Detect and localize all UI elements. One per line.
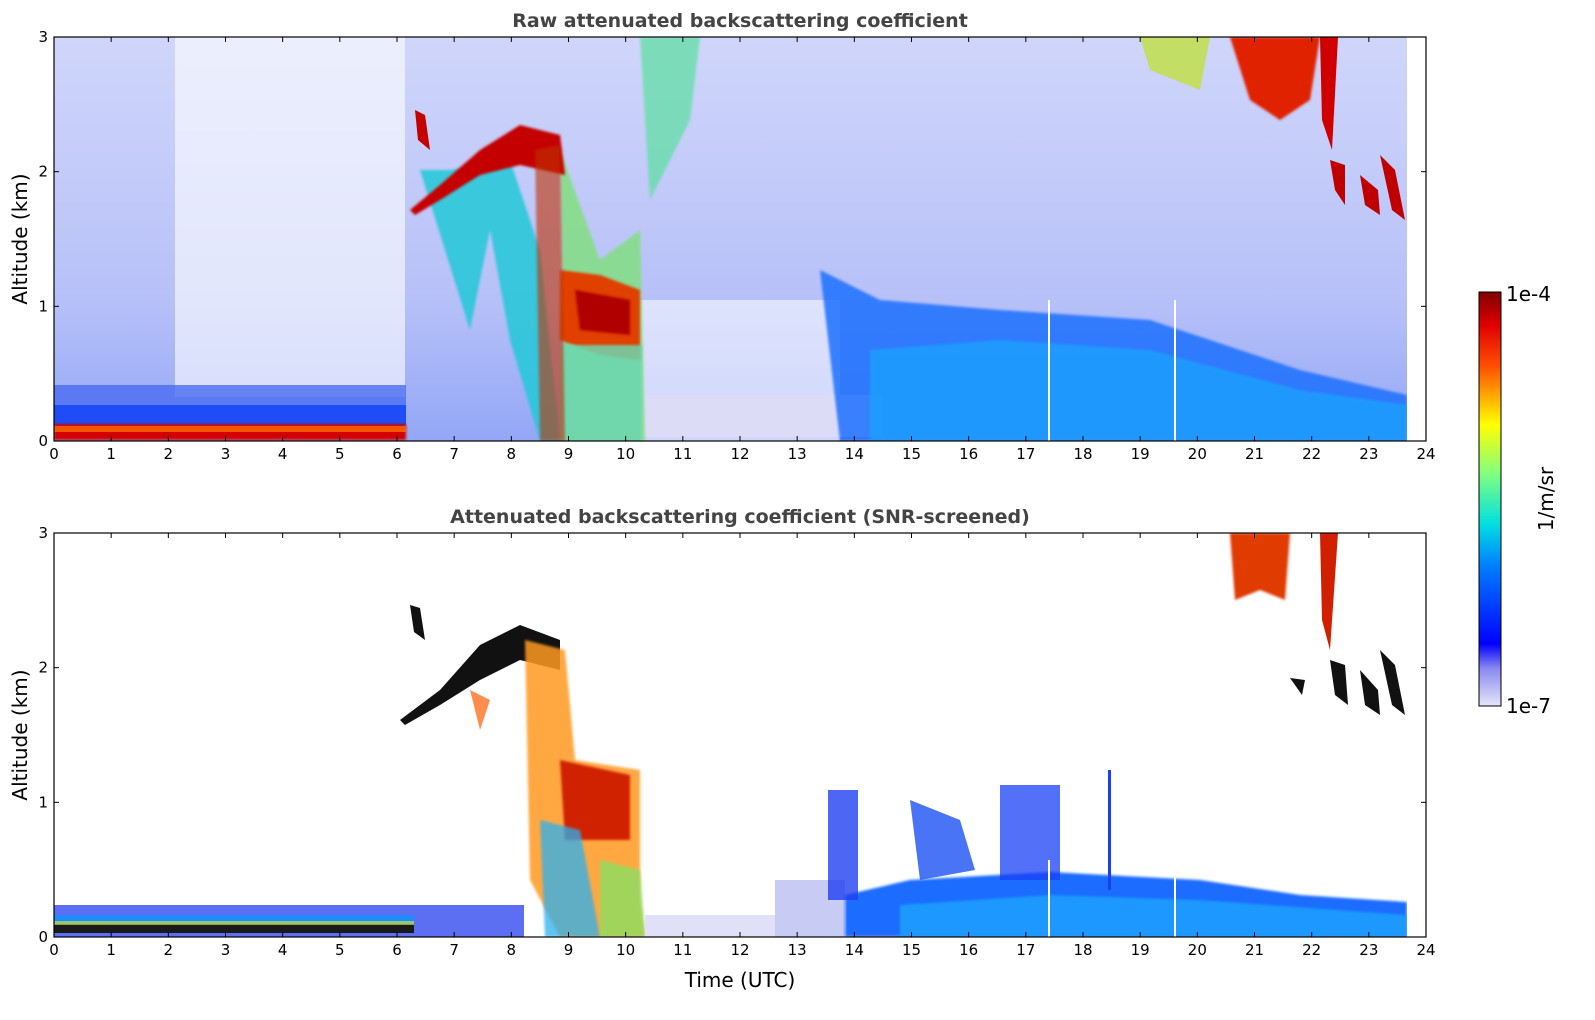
x-tick-label: 2	[164, 445, 174, 463]
x-tick-label: 11	[673, 445, 692, 463]
x-tick-label: 10	[616, 941, 635, 959]
colorbar: 1e-4 1e-7 1/m/sr	[1478, 282, 1558, 718]
x-tick-label: 14	[845, 445, 864, 463]
x-tick-label: 24	[1416, 941, 1435, 959]
x-tick-label: 3	[221, 941, 231, 959]
panel-raw-ylabel: Altitude (km)	[8, 173, 32, 304]
x-tick-label: 8	[507, 445, 517, 463]
x-tick-label: 14	[845, 941, 864, 959]
x-tick-label: 23	[1359, 445, 1378, 463]
x-tick-label: 18	[1073, 445, 1092, 463]
panel-screened-ylabel: Altitude (km)	[8, 669, 32, 800]
x-tick-label: 15	[902, 941, 921, 959]
x-tick-label: 6	[392, 445, 402, 463]
x-tick-label: 21	[1245, 445, 1264, 463]
x-tick-label: 10	[616, 445, 635, 463]
x-tick-label: 5	[335, 445, 345, 463]
x-tick-label: 12	[730, 445, 749, 463]
x-tick-label: 2	[164, 941, 174, 959]
x-tick-label: 22	[1302, 445, 1321, 463]
x-tick-label: 16	[959, 445, 978, 463]
x-tick-label: 15	[902, 445, 921, 463]
x-tick-label: 7	[449, 445, 459, 463]
x-tick-label: 4	[278, 445, 288, 463]
x-tick-label: 16	[959, 941, 978, 959]
x-tick-label: 8	[507, 941, 517, 959]
colorbar-scale	[1478, 291, 1502, 707]
x-tick-label: 4	[278, 941, 288, 959]
x-tick-label: 6	[392, 941, 402, 959]
y-tick-label: 2	[38, 163, 48, 181]
x-tick-label: 3	[221, 445, 231, 463]
x-tick-label: 23	[1359, 941, 1378, 959]
x-tick-label: 7	[449, 941, 459, 959]
x-tick-label: 18	[1073, 941, 1092, 959]
x-tick-label: 9	[564, 941, 574, 959]
y-tick-label: 1	[38, 297, 48, 315]
x-tick-label: 13	[788, 941, 807, 959]
x-tick-label: 9	[564, 445, 574, 463]
panel-raw-heatmap	[54, 37, 1426, 441]
y-tick-label: 2	[38, 659, 48, 677]
colorbar-label: 1/m/sr	[1534, 466, 1558, 531]
x-tick-label: 17	[1016, 941, 1035, 959]
x-tick-label: 19	[1131, 445, 1150, 463]
y-tick-label: 3	[38, 28, 48, 46]
x-tick-label: 20	[1188, 445, 1207, 463]
y-tick-label: 1	[38, 793, 48, 811]
x-tick-label: 19	[1131, 941, 1150, 959]
x-tick-label: 0	[49, 941, 59, 959]
x-tick-label: 1	[106, 941, 116, 959]
x-tick-label: 21	[1245, 941, 1264, 959]
x-tick-label: 22	[1302, 941, 1321, 959]
colorbar-max-label: 1e-4	[1506, 282, 1551, 306]
x-tick-label: 11	[673, 941, 692, 959]
x-tick-label: 0	[49, 445, 59, 463]
y-tick-label: 0	[38, 928, 48, 946]
panel-screened-title: Attenuated backscattering coefficient (S…	[450, 506, 1030, 528]
panel-screened-xlabel: Time (UTC)	[684, 968, 796, 992]
panel-raw: Raw attenuated backscattering coefficien…	[8, 10, 1436, 463]
x-tick-label: 13	[788, 445, 807, 463]
x-tick-label: 17	[1016, 445, 1035, 463]
x-tick-label: 1	[106, 445, 116, 463]
x-tick-label: 20	[1188, 941, 1207, 959]
panel-raw-title: Raw attenuated backscattering coefficien…	[512, 10, 968, 32]
x-tick-label: 5	[335, 941, 345, 959]
colorbar-min-label: 1e-7	[1506, 694, 1551, 718]
panel-screened-heatmap	[54, 533, 1426, 937]
x-tick-label: 12	[730, 941, 749, 959]
y-tick-label: 3	[38, 524, 48, 542]
y-tick-label: 0	[38, 432, 48, 450]
panel-screened: Attenuated backscattering coefficient (S…	[8, 506, 1436, 992]
x-tick-label: 24	[1416, 445, 1435, 463]
